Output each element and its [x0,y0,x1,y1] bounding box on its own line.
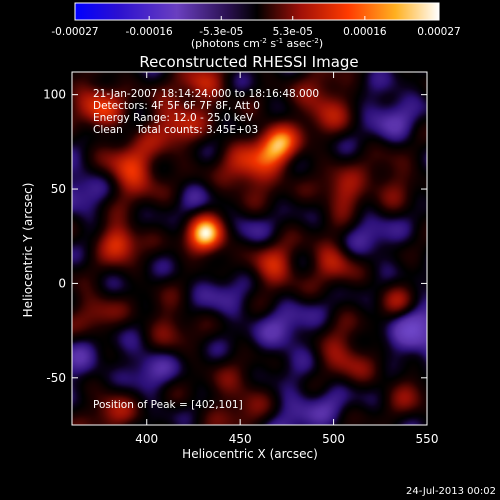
x-axis-label: Heliocentric X (arcsec) [182,447,318,461]
heatmap-image [72,72,427,425]
footer-date: 24-Jul-2013 00:02 [406,486,496,497]
colorbar-unit-label: (photons cm-2 s-1 asec-2) [191,37,323,50]
peak-position-label: Position of Peak = [402,101] [93,399,243,411]
colorbar-tick-label: -0.00016 [126,26,174,38]
annotation-total-counts: Clean Total counts: 3.45E+03 [93,124,258,136]
y-tick-label: 50 [51,182,66,196]
colorbar-tick-label: 5.3e-05 [273,26,313,38]
plot-frame [71,71,428,426]
axis-ticks: 400 450 500 550 -50 0 50 100 [43,72,438,446]
y-tick-label: -50 [46,371,66,385]
x-tick-label: 500 [322,432,345,446]
y-tick-label: 0 [58,276,66,290]
colorbar-tick-label: -5.3e-05 [199,26,243,38]
x-tick-label: 400 [135,432,158,446]
annotation-energy-range: Energy Range: 12.0 - 25.0 keV [93,112,254,124]
colorbar-tick-label: 0.00027 [417,26,460,38]
colorbar-tick-label: 0.00016 [343,26,387,38]
chart-title: Reconstructed RHESSI Image [139,53,358,71]
annotation-block: 21-Jan-2007 18:14:24.000 to 18:16:48.000… [93,88,319,136]
colorbar: -0.00027 -0.00016 -5.3e-05 5.3e-05 0.00016 0.… [51,2,461,50]
annotation-time-range: 21-Jan-2007 18:14:24.000 to 18:16:48.000 [93,88,319,100]
x-tick-label: 450 [229,432,252,446]
annotation-detectors: Detectors: 4F 5F 6F 7F 8F, Att 0 [93,100,260,112]
colorbar-gradient [74,2,440,21]
y-tick-label: 100 [43,88,66,102]
x-tick-label: 550 [416,432,439,446]
y-axis-label: Heliocentric Y (arcsec) [21,183,35,318]
colorbar-tick-label: -0.00027 [51,26,98,38]
colorbar-ticks: -0.00027 -0.00016 -5.3e-05 5.3e-05 0.00016 0.… [51,16,461,38]
